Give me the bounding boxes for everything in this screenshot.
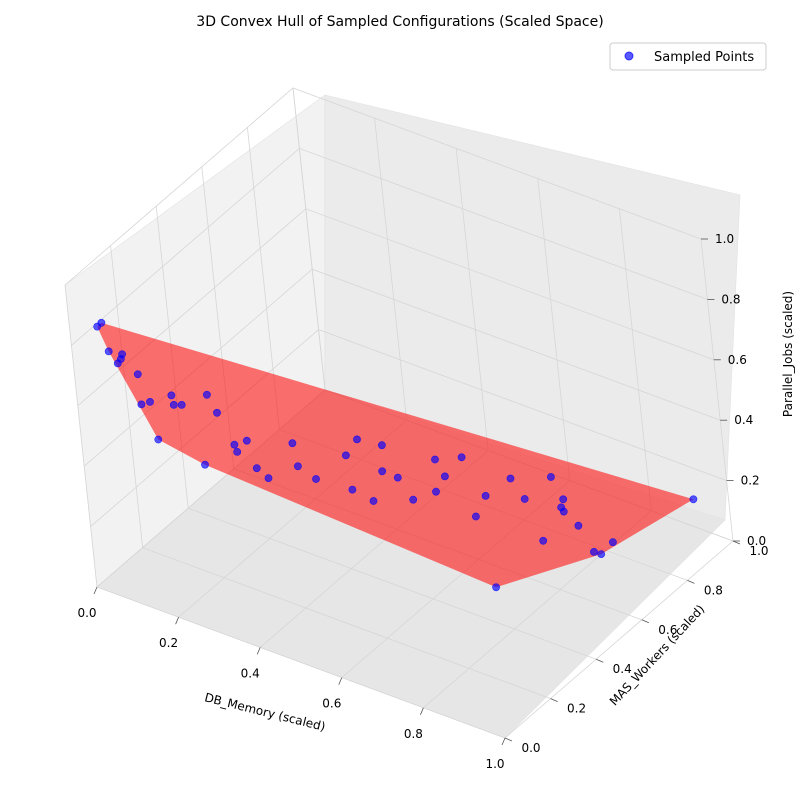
y-tick-mark (732, 540, 741, 545)
data-point (341, 451, 350, 460)
data-point (146, 397, 154, 406)
chart-title: 3D Convex Hull of Sampled Configurations… (196, 14, 603, 30)
y-tick-label: 0.6 (658, 623, 677, 637)
data-point (393, 473, 402, 482)
data-point (547, 473, 555, 481)
y-gridline (155, 206, 597, 660)
x-tick-label: 0.6 (322, 697, 341, 711)
data-point (574, 521, 583, 530)
y-tick-mark (641, 619, 649, 624)
x-tick-label: 0.8 (404, 727, 423, 741)
z-tick-label: 0.4 (734, 413, 753, 427)
data-point (377, 441, 386, 450)
data-point (481, 491, 490, 500)
sampled-points-series (93, 318, 698, 592)
y-tick-mark (550, 698, 558, 702)
data-point (689, 495, 698, 504)
x-axis-label: DB_Memory (scaled) (203, 690, 327, 734)
data-point (118, 350, 126, 359)
data-point (471, 512, 480, 521)
data-point (264, 474, 273, 482)
y-tick-mark (687, 580, 695, 584)
data-point (233, 447, 242, 456)
legend-label: Sampled Points (654, 50, 754, 65)
z-axis-label: Parallel_Jobs (scaled) (781, 291, 795, 417)
data-point (312, 475, 320, 483)
x-tick-mark (420, 707, 424, 715)
x-tick-mark (338, 677, 343, 685)
data-point (431, 455, 439, 464)
y-tick-label: 0.0 (521, 741, 540, 755)
data-point (557, 503, 566, 512)
data-point (492, 583, 500, 592)
data-point (137, 400, 146, 409)
data-point (597, 550, 606, 558)
z-tick-label: 0.2 (741, 474, 760, 488)
data-point (590, 548, 598, 556)
data-point (213, 408, 221, 417)
z-tick-label: 0.8 (721, 292, 740, 306)
z-tick-label: 0.6 (728, 353, 747, 367)
data-point (288, 439, 297, 448)
z-tick-label: 1.0 (715, 232, 734, 246)
data-point (559, 495, 568, 504)
data-point (432, 487, 440, 496)
x-tick-label: 0.4 (241, 666, 260, 680)
x-tick-label: 0.0 (77, 606, 96, 620)
convex-hull-face (97, 322, 694, 588)
data-point (348, 485, 357, 494)
y-tick-label: 0.2 (567, 702, 586, 716)
data-point (252, 464, 261, 473)
y-tick-mark (596, 658, 604, 663)
data-point (230, 440, 239, 449)
data-point (440, 472, 449, 481)
x-tick-label: 1.0 (485, 757, 504, 771)
data-point (409, 495, 418, 504)
x-tick-mark (175, 617, 179, 625)
data-point (169, 400, 178, 409)
y-tick-label: 0.8 (704, 583, 723, 597)
data-point (154, 435, 163, 444)
x-tick-mark (256, 647, 261, 655)
legend-box (609, 42, 767, 71)
convex-hull-surface (97, 322, 694, 588)
x-tick-label: 0.2 (159, 636, 178, 650)
y-tick-label: 1.0 (749, 544, 768, 558)
y-tick-mark (504, 737, 513, 742)
data-point (97, 318, 106, 327)
data-point (520, 495, 529, 503)
data-point (104, 347, 113, 356)
data-point (353, 435, 361, 444)
data-point (133, 370, 142, 379)
data-point (457, 453, 466, 462)
y-tick-label: 0.4 (613, 662, 632, 676)
legend-marker (624, 51, 634, 61)
x-tick-mark (93, 586, 98, 595)
axis-ticks: 0.0 0.0 0.0 0.2 0.2 0.2 0.4 0.4 0.4 0.6 0.6 0.6 0.8 0… (77, 232, 768, 771)
data-point (242, 436, 251, 445)
data-point (177, 400, 186, 409)
data-point (506, 474, 515, 483)
data-point (201, 460, 209, 469)
data-point (609, 538, 617, 547)
data-point (378, 467, 387, 476)
z-gridline (64, 87, 702, 286)
z-tick-label: 0.0 (747, 534, 766, 548)
x-tick-mark (501, 737, 506, 746)
legend: Sampled Points (609, 42, 767, 71)
data-point (293, 462, 302, 471)
data-point (369, 497, 378, 505)
data-point (167, 391, 176, 400)
data-point (539, 536, 548, 545)
data-point (202, 390, 211, 399)
